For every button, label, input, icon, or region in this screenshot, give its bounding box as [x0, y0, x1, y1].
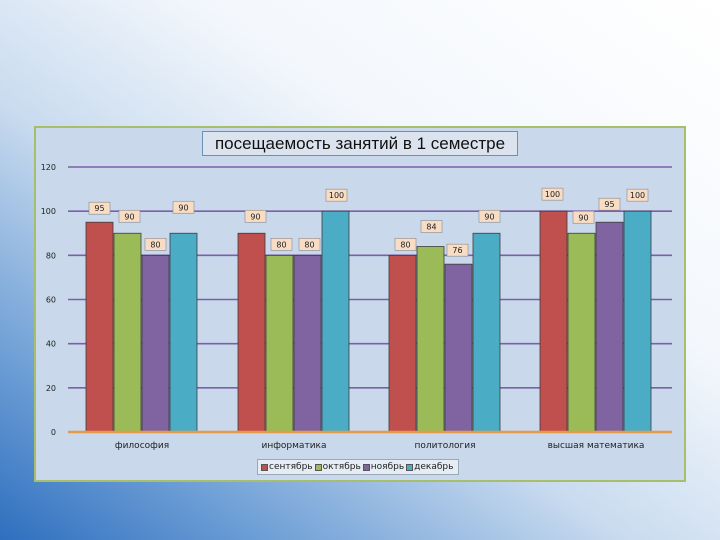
data-label: 80: [150, 240, 160, 249]
data-label-box: [144, 238, 167, 251]
data-label-box: [172, 200, 195, 214]
legend-swatch: [261, 463, 268, 471]
data-label: 90: [250, 212, 260, 221]
legend-label: октябрь: [322, 462, 361, 472]
y-tick-label: 80: [46, 251, 56, 260]
data-label: 80: [400, 240, 410, 249]
data-label-box: [598, 197, 621, 211]
data-label-box: [478, 209, 501, 223]
data-label: 100: [329, 191, 344, 200]
chart-title: посещаемость занятий в 1 семестре: [202, 131, 518, 156]
data-label: 90: [124, 212, 134, 221]
data-label-box: [270, 238, 293, 251]
bar: [237, 232, 266, 433]
bar: [388, 254, 417, 433]
data-label-box: [626, 188, 649, 202]
legend-label: сентябрь: [269, 462, 313, 472]
data-label: 100: [630, 191, 645, 200]
bar: [539, 210, 568, 433]
data-label: 80: [304, 240, 314, 249]
data-label: 80: [276, 240, 286, 249]
bar: [265, 254, 294, 433]
data-label-box: [394, 238, 417, 251]
data-label: 95: [604, 200, 614, 209]
bar: [141, 254, 170, 433]
x-tick-label: политология: [415, 441, 476, 451]
bar: [444, 263, 473, 433]
bar: [623, 210, 652, 433]
y-tick-label: 100: [41, 207, 56, 216]
bar: [321, 210, 350, 433]
x-tick-label: философия: [115, 441, 169, 451]
x-tick-label: информатика: [262, 441, 327, 451]
data-label-box: [88, 201, 111, 215]
data-label-box: [325, 188, 348, 202]
y-tick-label: 60: [46, 296, 56, 305]
bar: [472, 232, 501, 433]
data-label: 100: [545, 190, 560, 199]
bar: [293, 254, 322, 433]
data-label: 90: [578, 213, 588, 222]
y-tick-label: 0: [51, 428, 56, 437]
legend-swatch: [406, 463, 414, 471]
legend-item: декабрь: [406, 462, 453, 472]
data-label-box: [541, 187, 564, 201]
data-label-box: [420, 220, 443, 233]
data-label-box: [118, 209, 141, 223]
y-tick-label: 20: [46, 384, 56, 393]
data-label-box: [298, 238, 321, 251]
data-label: 84: [426, 223, 436, 232]
bar: [416, 246, 445, 433]
legend-item: сентябрь: [261, 462, 313, 472]
chart-legend: сентябрь октябрь ноябрь декабрь: [257, 459, 460, 475]
bar: [567, 232, 596, 433]
legend-swatch: [362, 463, 370, 471]
bar: [595, 221, 624, 433]
legend-item: октябрь: [314, 462, 361, 472]
bar: [169, 232, 198, 433]
legend-label: ноябрь: [370, 462, 405, 472]
data-label: 76: [452, 246, 462, 255]
bar: [85, 221, 114, 433]
y-tick-label: 120: [41, 163, 56, 172]
legend-item: ноябрь: [362, 462, 405, 472]
legend-swatch: [314, 463, 322, 471]
bar: [113, 232, 142, 433]
x-tick-label: высшая математика: [548, 441, 645, 451]
data-label-box: [572, 210, 595, 224]
data-label: 90: [178, 203, 188, 212]
y-tick-label: 40: [46, 340, 56, 349]
data-label: 95: [94, 204, 104, 213]
data-label-box: [244, 209, 267, 223]
legend-label: декабрь: [414, 462, 454, 472]
data-label: 90: [484, 212, 494, 221]
data-label-box: [446, 243, 469, 257]
